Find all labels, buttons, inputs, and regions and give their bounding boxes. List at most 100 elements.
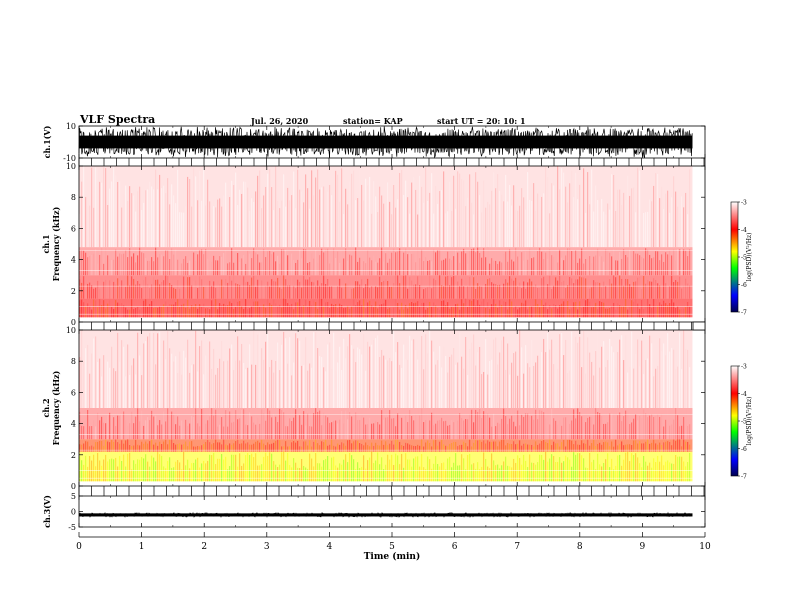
spectrogram-cell [675,191,677,248]
spectrogram-cell [337,286,339,299]
spectrogram-cell [265,257,267,276]
spectrogram-cell [213,348,215,408]
spectrogram-cell [647,417,649,440]
spectrogram-cell [521,445,523,452]
spectrogram-cell [383,419,385,440]
spectrogram-cell [637,420,639,440]
spectrogram-cell [281,446,283,452]
spectrogram-cell [315,177,317,248]
spectrogram-cell [281,307,283,318]
spectrogram-cell [679,332,681,408]
spectrogram-cell [341,304,343,318]
spectrogram-cell [653,376,655,408]
spectrogram-cell [583,420,585,440]
colorbar [730,201,739,313]
spectrogram-cell [493,172,495,248]
spectrogram-cell [299,189,301,248]
spectrogram-cell [165,193,167,248]
spectrogram-cell [661,289,663,299]
spectrogram-cell [389,258,391,276]
spectrogram-cell [379,424,381,440]
spectrogram-cell [623,306,625,318]
spectrogram-cell [271,417,273,440]
spectrogram-cell [621,278,623,299]
spectrogram-cell [255,286,257,299]
spectrogram-cell [251,198,253,248]
spectrogram-cell [453,275,455,299]
spectrogram-cell [391,440,393,452]
colorbar-tick-label: -5 [741,255,747,262]
spectrogram-cell [221,417,223,440]
spectrogram-cell [655,279,657,299]
spectrogram-cell [597,248,599,276]
spectrogram-cell [473,422,475,440]
spectrogram-cell [295,302,297,318]
spectrogram-cell [297,467,299,482]
spectrogram-cell [201,445,203,452]
spectrogram-cell [225,250,227,276]
spectrogram-cell [507,309,509,318]
spectrogram-cell [199,304,201,318]
spectrogram-cell [671,424,673,440]
spectrogram-cell [447,275,449,299]
spectrogram-cell [291,277,293,299]
spectrogram-cell [483,452,485,482]
spectrogram-cell [249,344,251,408]
spectrogram-cell [485,307,487,318]
spectrogram-cell [683,285,685,299]
spectrogram-cell [165,275,167,299]
spectrogram-cell [293,309,295,318]
spectrogram-cell [557,308,559,318]
spectrogram-cell [373,445,375,452]
spectrogram-cell [647,211,649,248]
spectrogram-cell [237,466,239,482]
spectrogram-cell [181,420,183,440]
spectrogram-cell [133,445,135,452]
spectrogram-cell [601,346,603,408]
spectrogram-cell [477,181,479,248]
spectrogram-cell [553,441,555,452]
spectrogram-cell [215,439,217,452]
spectrogram-cell [93,338,95,408]
spectrogram-cell [279,408,281,440]
spectrogram-cell [365,263,367,276]
spectrogram-cell [319,356,321,408]
spectrogram-cell [307,262,309,276]
spectrogram-cell [339,201,341,248]
spectrogram-cell [127,453,129,482]
spectrogram-cell [161,444,163,452]
spectrogram-cell [449,356,451,408]
spectrogram-cell [295,409,297,440]
spectrogram-cell [587,337,589,408]
spectrogram-cell [435,423,437,440]
spectrogram-cell [469,174,471,248]
spectrogram-cell [593,375,595,408]
spectrogram-cell [449,456,451,482]
spectrogram-cell [87,344,89,408]
spectrogram-cell [413,303,415,318]
spectrogram-cell [549,458,551,482]
spectrogram-cell [421,303,423,318]
spectrogram-cell [87,466,89,482]
spectrogram-cell [99,440,101,452]
spectrogram-cell [513,185,515,248]
spectrogram-cell [613,446,615,452]
spectrogram-cell [495,441,497,452]
spectrogram-cell [279,304,281,318]
spectrogram-cell [271,279,273,299]
spectrogram-cell [457,446,459,452]
spectrogram-cell [353,424,355,440]
spectrogram-cell [253,457,255,482]
spectrogram-cell [223,303,225,318]
spectrogram-cell [621,441,623,452]
spectrogram-cell [499,423,501,440]
spectrogram-cell [343,308,345,318]
spectrogram-cell [517,375,519,408]
spectrogram-cell [265,445,267,452]
spectrogram-cell [499,190,501,248]
spectrogram-cell [89,446,91,452]
spectrogram-cell [655,173,657,248]
spectrogram-cell [229,411,231,440]
spectrogram-cell [673,302,675,318]
spectrogram-cell [147,189,149,248]
